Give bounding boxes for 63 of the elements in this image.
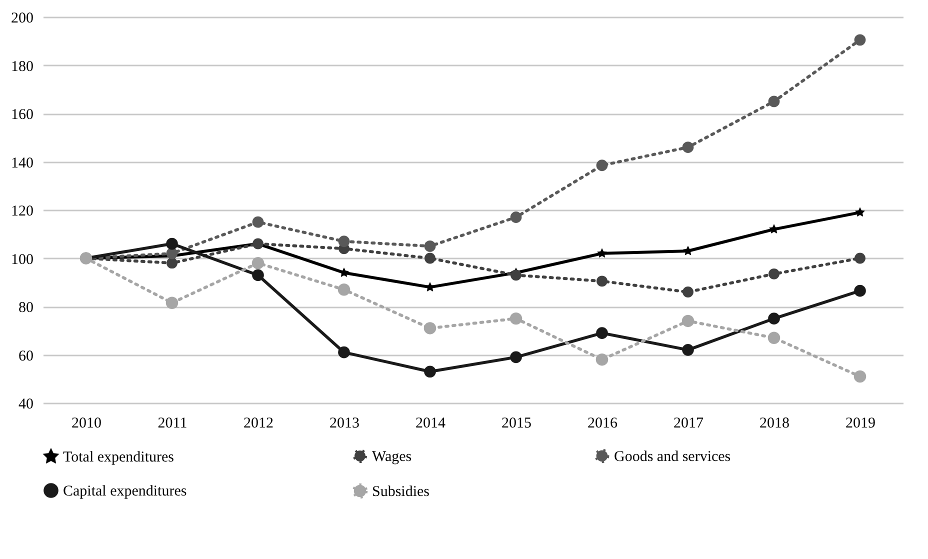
point bbox=[596, 353, 608, 366]
point bbox=[424, 366, 436, 378]
point bbox=[854, 284, 866, 297]
x-tick-label: 2015 bbox=[502, 416, 532, 432]
point bbox=[252, 269, 264, 282]
point bbox=[854, 252, 866, 264]
point bbox=[424, 240, 436, 252]
point bbox=[510, 270, 522, 281]
point bbox=[252, 256, 264, 270]
point bbox=[425, 282, 435, 292]
point bbox=[424, 322, 436, 334]
point bbox=[596, 276, 608, 287]
point bbox=[510, 312, 522, 325]
x-tick-label: 2016 bbox=[588, 416, 618, 432]
x-tick-label: 2014 bbox=[416, 416, 446, 432]
point bbox=[338, 284, 350, 296]
point bbox=[855, 207, 865, 217]
point bbox=[596, 160, 608, 172]
point bbox=[252, 216, 264, 228]
x-tick-label: 2012 bbox=[244, 416, 274, 432]
point bbox=[768, 312, 780, 324]
y-tick-label: 140 bbox=[11, 155, 34, 172]
point bbox=[768, 268, 780, 280]
x-tick-label: 2017 bbox=[674, 416, 704, 432]
point bbox=[769, 224, 779, 234]
point bbox=[768, 96, 780, 108]
y-tick-label: 80 bbox=[18, 300, 34, 316]
point bbox=[596, 327, 608, 339]
point bbox=[339, 267, 349, 277]
legend-label: Subsidies bbox=[372, 484, 430, 500]
x-tick-label: 2011 bbox=[158, 416, 188, 432]
point bbox=[510, 351, 522, 364]
point bbox=[597, 248, 607, 258]
x-tick-label: 2010 bbox=[72, 416, 102, 432]
legend-label: Wages bbox=[372, 449, 412, 466]
point bbox=[768, 332, 780, 344]
point bbox=[510, 212, 522, 223]
y-tick-label: 200 bbox=[11, 10, 34, 26]
x-tick-label: 2019 bbox=[846, 416, 876, 432]
point bbox=[166, 238, 178, 250]
point bbox=[682, 344, 694, 356]
point bbox=[682, 286, 694, 298]
y-tick-label: 180 bbox=[11, 58, 34, 75]
point bbox=[682, 142, 694, 153]
y-tick-label: 160 bbox=[11, 107, 34, 123]
legend-label: Capital expenditures bbox=[63, 484, 187, 500]
y-tick-label: 100 bbox=[11, 252, 34, 268]
point bbox=[338, 236, 350, 248]
x-tick-label: 2018 bbox=[760, 416, 790, 432]
legend-label: Total expenditures bbox=[63, 450, 174, 466]
point bbox=[682, 314, 694, 328]
legend-label: Goods and services bbox=[614, 448, 731, 465]
point bbox=[854, 34, 866, 46]
x-tick-label: 2013 bbox=[330, 416, 360, 432]
point bbox=[166, 258, 178, 269]
point bbox=[683, 246, 693, 256]
y-tick-label: 120 bbox=[11, 204, 34, 220]
point bbox=[338, 346, 350, 358]
point bbox=[166, 296, 178, 309]
point bbox=[424, 252, 436, 264]
point bbox=[854, 370, 866, 383]
y-tick-label: 60 bbox=[18, 348, 34, 364]
y-tick-label: 40 bbox=[18, 396, 34, 412]
